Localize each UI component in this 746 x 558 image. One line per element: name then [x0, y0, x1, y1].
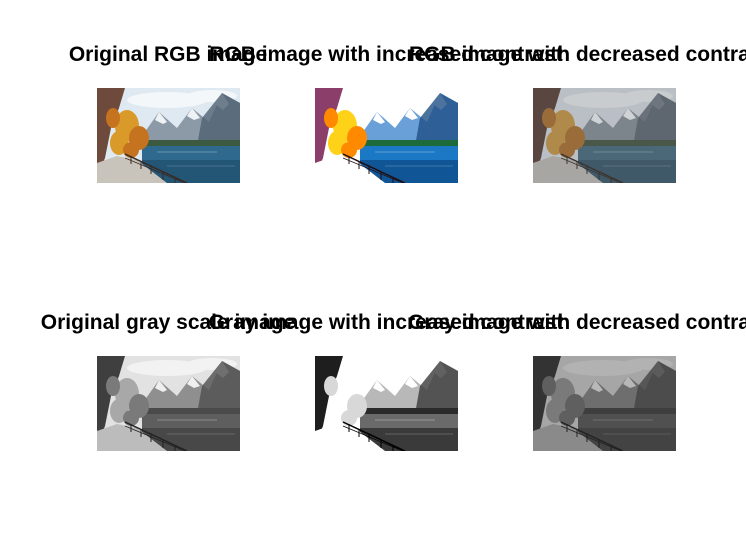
image-original-gray [97, 356, 240, 451]
panel-title-gray-decreased: Gray image with decreased contrast [408, 311, 746, 334]
image-rgb-increased-contrast [315, 88, 458, 183]
panel-title-original-rgb: Original RGB image [68, 43, 268, 66]
image-gray-increased-contrast [315, 356, 458, 451]
image-gray-decreased-contrast [533, 356, 676, 451]
panel-title-rgb-decreased: RGB image with decreased contrast [409, 43, 746, 66]
panel-title-original-gray: Original gray scale image [40, 311, 296, 334]
panel-title-rgb-increased: RGB image with increased contrast [209, 43, 563, 66]
image-original-rgb [97, 88, 240, 183]
image-rgb-decreased-contrast [533, 88, 676, 183]
panel-title-gray-increased: Gray image with increased contrast [208, 311, 564, 334]
